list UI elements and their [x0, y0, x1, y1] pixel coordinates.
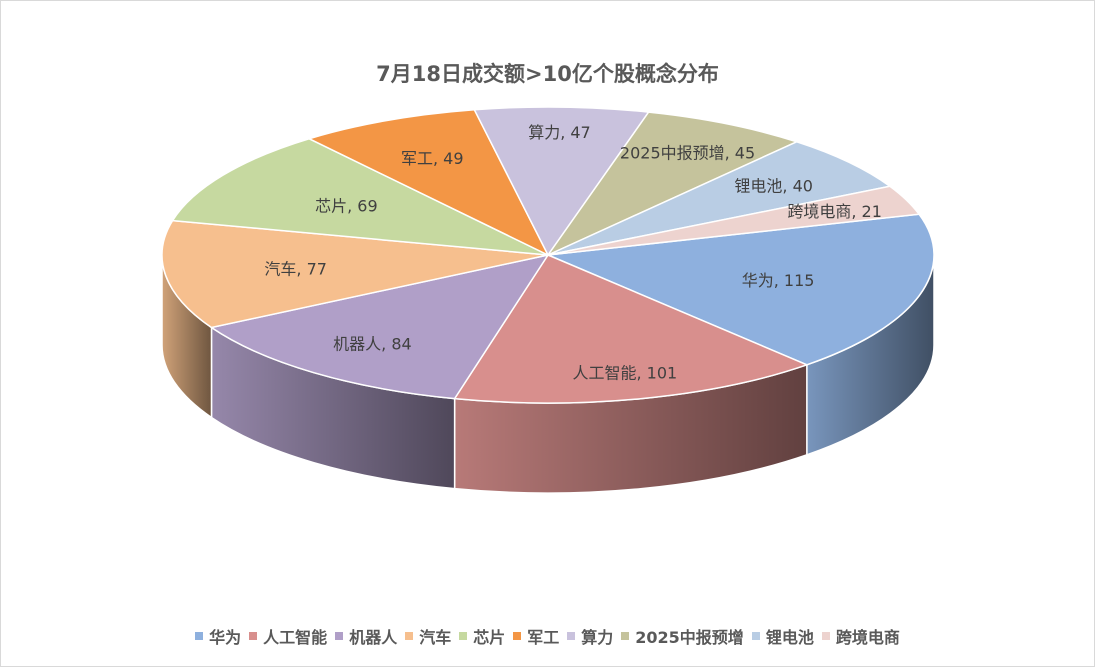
- legend-item-机器人: 机器人: [335, 624, 397, 648]
- legend-item-军工: 军工: [513, 624, 559, 648]
- pie-slice-跨境电商[interactable]: [547, 185, 921, 256]
- pie-slice-汽车[interactable]: [161, 219, 549, 329]
- legend-label: 算力: [581, 628, 614, 647]
- legend-item-2025中报预增: 2025中报预增: [621, 624, 744, 648]
- legend-swatch: [513, 632, 522, 640]
- data-label-华为: 华为, 115: [742, 271, 815, 290]
- legend-item-人工智能: 人工智能: [249, 624, 327, 648]
- data-label-汽车: 汽车, 77: [264, 260, 327, 279]
- data-label-人工智能: 人工智能, 101: [573, 364, 678, 383]
- legend-swatch: [249, 632, 258, 640]
- data-label-锂电池: 锂电池, 40: [734, 176, 813, 195]
- legend-label: 机器人: [349, 628, 398, 647]
- legend-item-芯片: 芯片: [459, 624, 505, 648]
- legend-item-跨境电商: 跨境电商: [821, 624, 900, 648]
- data-label-机器人: 机器人, 84: [333, 334, 412, 353]
- legend-swatch: [567, 632, 576, 640]
- legend-item-华为: 华为: [195, 624, 241, 648]
- legend-item-锂电池: 锂电池: [751, 624, 814, 648]
- pie-slice-芯片[interactable]: [171, 137, 549, 256]
- pie-slice-2025中报预增[interactable]: [545, 111, 799, 257]
- legend-label: 华为: [209, 628, 242, 647]
- legend-label: 军工: [527, 628, 560, 647]
- legend-swatch: [751, 632, 760, 640]
- legend-item-算力: 算力: [567, 624, 613, 648]
- legend-swatch: [459, 632, 468, 640]
- pie-slice-军工[interactable]: [307, 108, 550, 257]
- pie-slice-人工智能[interactable]: [453, 254, 809, 404]
- legend-label: 汽车: [419, 628, 452, 647]
- legend-label: 2025中报预增: [635, 628, 744, 647]
- legend-swatch: [821, 632, 830, 640]
- data-label-2025中报预增: 2025中报预增, 45: [620, 144, 755, 163]
- pie-slice-华为[interactable]: [545, 213, 935, 366]
- data-label-芯片: 芯片, 69: [315, 197, 378, 216]
- legend-item-汽车: 汽车: [405, 624, 451, 648]
- chart-title: 7月18日成交额>10亿个股概念分布: [376, 62, 719, 86]
- pie-slice-锂电池[interactable]: [547, 141, 892, 256]
- data-label-跨境电商: 跨境电商, 21: [787, 202, 882, 221]
- pie-slice-机器人[interactable]: [209, 253, 550, 400]
- legend-swatch: [195, 632, 204, 640]
- pie-slice-算力[interactable]: [473, 106, 650, 257]
- legend-swatch: [621, 632, 630, 640]
- data-label-算力: 算力, 47: [528, 123, 591, 142]
- legend-label: 芯片: [473, 628, 506, 647]
- data-label-军工: 军工, 49: [401, 149, 464, 168]
- legend-label: 人工智能: [263, 628, 328, 647]
- legend-swatch: [405, 632, 414, 640]
- chart-legend: 华为 人工智能 机器人 汽车 芯片 军工 算力 2025中报预增 锂电池 跨境电商: [0, 624, 1095, 648]
- legend-swatch: [335, 632, 344, 640]
- legend-label: 跨境电商: [835, 628, 900, 647]
- legend-label: 锂电池: [765, 628, 814, 647]
